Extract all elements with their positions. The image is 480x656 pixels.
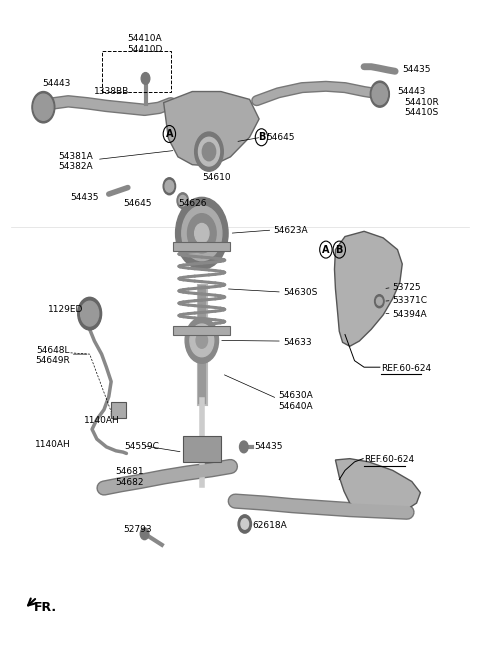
Circle shape	[182, 206, 222, 260]
Circle shape	[140, 528, 149, 540]
Text: B: B	[258, 133, 265, 142]
Text: 54559C: 54559C	[125, 442, 160, 451]
Circle shape	[81, 301, 99, 326]
Text: 52793: 52793	[123, 525, 152, 534]
Circle shape	[78, 297, 102, 330]
Text: 54645: 54645	[123, 199, 152, 209]
Text: 62618A: 62618A	[252, 521, 287, 530]
Polygon shape	[335, 232, 402, 346]
Bar	[173, 326, 230, 335]
Circle shape	[177, 193, 189, 209]
Circle shape	[185, 318, 218, 363]
Circle shape	[372, 84, 387, 104]
Text: 54394A: 54394A	[393, 310, 427, 319]
Text: 54648L
54649R: 54648L 54649R	[36, 346, 70, 365]
Text: A: A	[166, 129, 173, 139]
Text: 54410A
54410D: 54410A 54410D	[127, 34, 162, 54]
Text: REF.60-624: REF.60-624	[381, 364, 431, 373]
Text: 54623A: 54623A	[274, 226, 308, 234]
Circle shape	[165, 180, 174, 192]
Text: 54435: 54435	[71, 193, 99, 202]
Polygon shape	[336, 459, 420, 514]
Bar	[183, 436, 221, 462]
Text: 53725: 53725	[393, 283, 421, 292]
Text: 1140AH: 1140AH	[35, 440, 71, 449]
Text: 54610: 54610	[202, 173, 230, 182]
Text: 54443: 54443	[42, 79, 71, 87]
Circle shape	[34, 94, 53, 120]
Text: B: B	[336, 245, 343, 255]
Text: 54633: 54633	[283, 338, 312, 347]
Circle shape	[176, 197, 228, 269]
Polygon shape	[164, 92, 259, 166]
Circle shape	[202, 142, 216, 161]
Circle shape	[199, 137, 219, 166]
Text: 54435: 54435	[402, 66, 431, 75]
Circle shape	[195, 224, 209, 243]
Text: 54645: 54645	[266, 133, 295, 142]
Bar	[102, 51, 171, 92]
Text: 1129ED: 1129ED	[48, 305, 84, 314]
Text: 54630S: 54630S	[283, 287, 317, 297]
Text: 54381A
54382A: 54381A 54382A	[58, 152, 93, 171]
Circle shape	[241, 519, 249, 529]
Circle shape	[188, 214, 216, 253]
Circle shape	[374, 295, 384, 308]
Text: REF.60-624: REF.60-624	[364, 455, 414, 464]
Circle shape	[196, 333, 207, 348]
Text: FR.: FR.	[34, 601, 57, 614]
Circle shape	[190, 324, 214, 357]
Text: 1338BB: 1338BB	[94, 87, 129, 96]
Text: 54681
54682: 54681 54682	[115, 467, 144, 487]
Circle shape	[370, 81, 389, 107]
Bar	[173, 242, 230, 251]
Text: 54626: 54626	[178, 199, 206, 209]
Circle shape	[179, 195, 187, 206]
Circle shape	[195, 132, 223, 171]
Bar	[111, 403, 126, 418]
Circle shape	[141, 73, 150, 85]
Circle shape	[240, 441, 248, 453]
Text: 54435: 54435	[254, 442, 283, 451]
Circle shape	[163, 178, 176, 195]
Circle shape	[376, 297, 382, 305]
Text: A: A	[322, 245, 330, 255]
Text: 53371C: 53371C	[393, 296, 428, 305]
Text: 54443: 54443	[397, 87, 426, 96]
Circle shape	[238, 515, 252, 533]
Text: 54410R
54410S: 54410R 54410S	[405, 98, 439, 117]
Circle shape	[32, 92, 55, 123]
Text: 1140AH: 1140AH	[84, 417, 120, 425]
Text: 54630A
54640A: 54630A 54640A	[278, 392, 313, 411]
